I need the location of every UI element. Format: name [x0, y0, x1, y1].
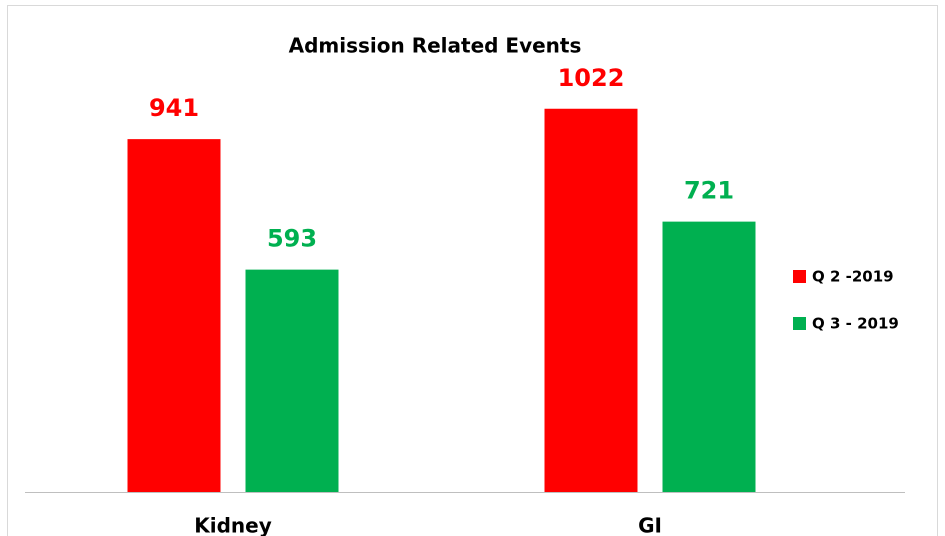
data-label: 593 — [267, 225, 317, 253]
legend-swatch — [793, 317, 806, 330]
data-label: 941 — [149, 94, 199, 122]
chart-title: Admission Related Events — [289, 34, 582, 58]
legend-label: Q 2 -2019 — [812, 268, 894, 286]
bar — [544, 108, 638, 492]
x-tick-label: Kidney — [194, 514, 272, 536]
data-label: 721 — [684, 177, 734, 205]
bar — [127, 139, 221, 492]
data-label: 1022 — [558, 64, 625, 92]
legend-label: Q 3 - 2019 — [812, 315, 899, 333]
bar — [245, 269, 339, 492]
legend-swatch — [793, 270, 806, 283]
x-tick-label: GI — [638, 514, 662, 536]
bar — [662, 221, 756, 492]
